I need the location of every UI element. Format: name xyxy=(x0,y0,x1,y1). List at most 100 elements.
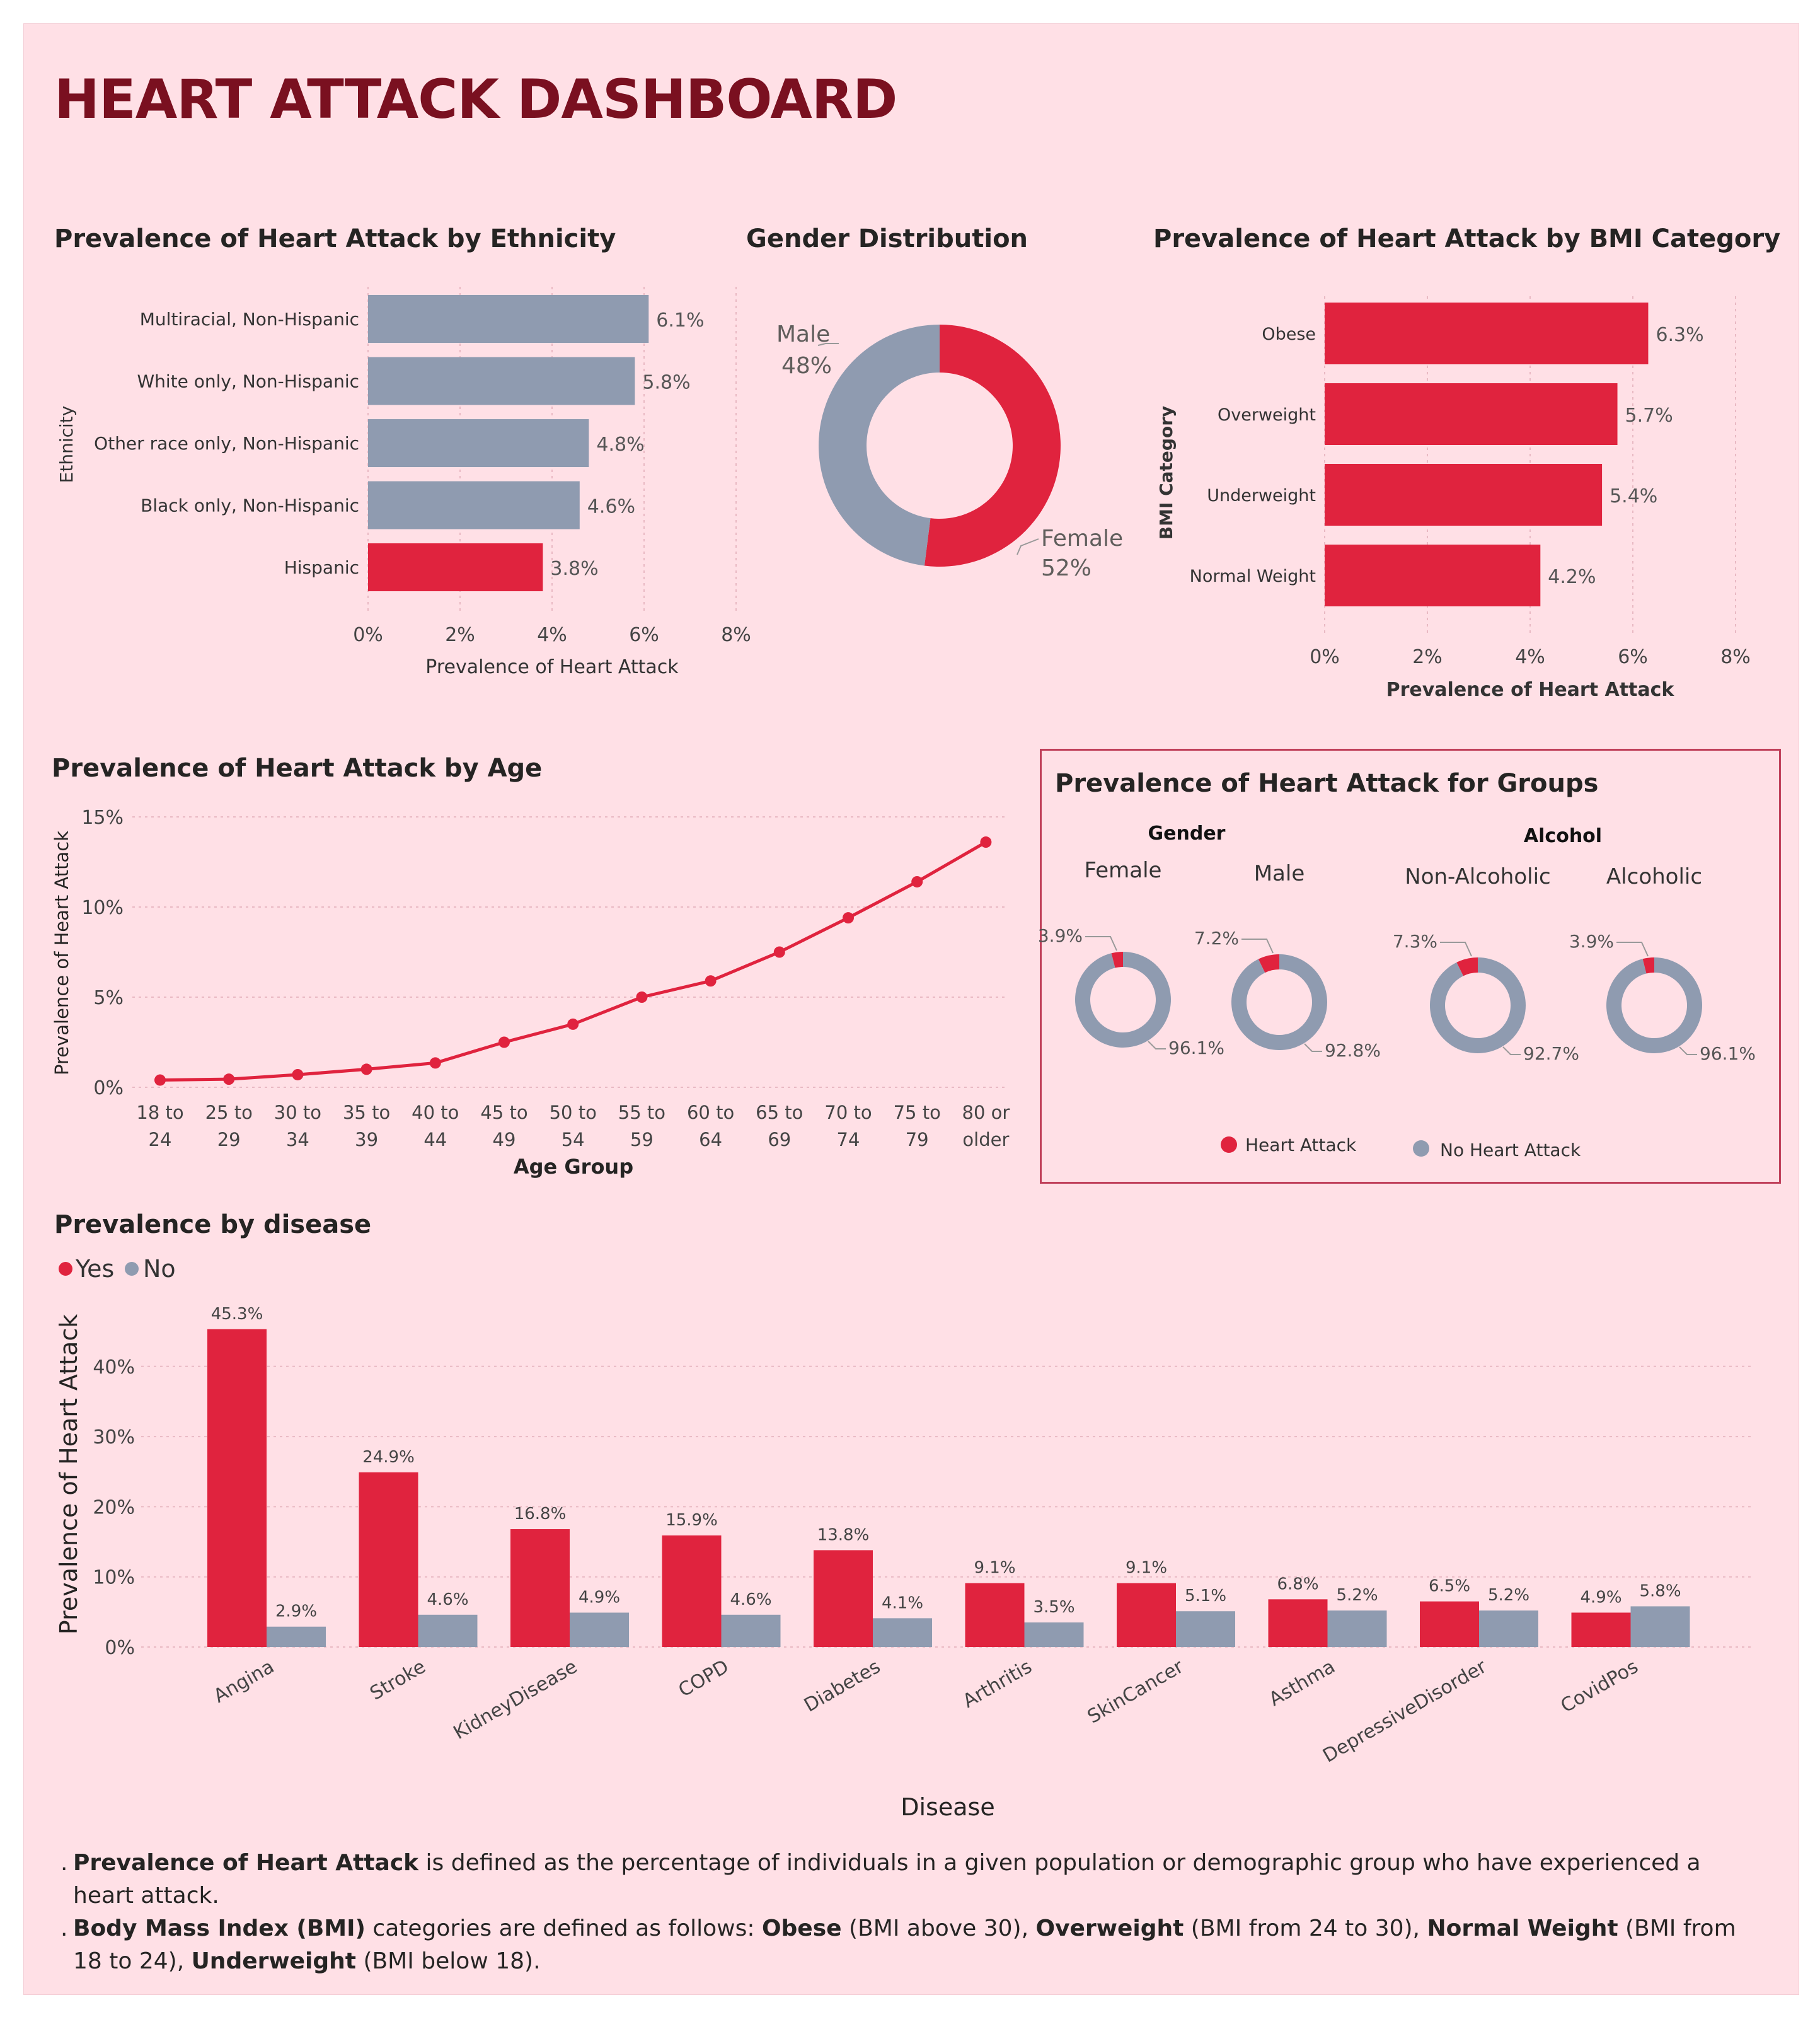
age-data-point xyxy=(360,1063,372,1075)
ethnicity-bar xyxy=(368,357,635,405)
disease-bar-no xyxy=(873,1618,932,1647)
group-donut-yes-slice xyxy=(1111,952,1123,968)
disease-value-label: 5.8% xyxy=(1639,1581,1681,1600)
group-donut-yes-label: 7.3% xyxy=(1393,931,1437,952)
age-x-tick: 79 xyxy=(906,1129,929,1150)
disease-value-label: 5.1% xyxy=(1185,1586,1226,1605)
bmi-value-label: 5.7% xyxy=(1625,405,1673,427)
group-donut-no-slice xyxy=(1231,954,1327,1050)
disease-y-axis-label: Prevalence of Heart Attack xyxy=(55,1314,83,1634)
disease-bar-yes xyxy=(1268,1599,1328,1647)
age-series-line xyxy=(159,840,987,1082)
group-donut-yes-label: 3.9% xyxy=(1038,925,1083,946)
disease-value-label: 13.8% xyxy=(817,1525,870,1544)
groups-chart-title: Prevalence of Heart Attack for Groups xyxy=(1055,769,1599,798)
disease-value-label: 3.5% xyxy=(1033,1598,1074,1617)
bmi-value-label: 5.4% xyxy=(1610,485,1657,507)
disease-bar-no xyxy=(1176,1611,1235,1647)
age-x-tick: 74 xyxy=(837,1129,860,1150)
bmi-bar xyxy=(1325,383,1618,445)
group-donut-no-label: 92.7% xyxy=(1523,1043,1579,1064)
gender-male-name: Male xyxy=(776,321,830,347)
disease-bar-yes xyxy=(1420,1601,1479,1647)
groups-legend-yes-marker xyxy=(1221,1136,1237,1153)
age-x-tick: 64 xyxy=(699,1129,722,1150)
group-donut-no-label: 92.8% xyxy=(1325,1040,1381,1061)
age-chart-title: Prevalence of Heart Attack by Age xyxy=(52,754,543,783)
age-data-point xyxy=(980,836,992,848)
bmi-x-tick: 2% xyxy=(1412,646,1443,668)
group-donut-yes-slice xyxy=(1456,957,1478,976)
group-donut-name: Non-Alcoholic xyxy=(1405,864,1550,889)
gender-male-leader xyxy=(817,343,839,346)
age-x-tick: older xyxy=(962,1129,1009,1150)
group-donut-no-slice xyxy=(1429,957,1526,1053)
disease-bar-no xyxy=(267,1626,326,1647)
age-x-tick: 39 xyxy=(355,1129,378,1150)
disease-value-label: 4.9% xyxy=(1580,1588,1621,1607)
age-x-tick: 55 to xyxy=(618,1102,665,1123)
groups-header-gender: Gender xyxy=(1148,823,1226,845)
disease-bar-yes xyxy=(207,1329,267,1647)
age-y-axis-label: Prevalence of Heart Attack xyxy=(51,831,72,1075)
group-donut-yes-leader xyxy=(1616,942,1649,957)
group-donut-no-label: 96.1% xyxy=(1700,1043,1756,1064)
disease-bar-yes xyxy=(359,1472,418,1647)
disease-category-label: SkinCancer xyxy=(1084,1655,1188,1728)
group-donut-yes-leader xyxy=(1241,939,1274,954)
groups-header-alcohol: Alcohol xyxy=(1524,825,1602,847)
age-y-tick: 15% xyxy=(81,807,124,829)
bmi-x-tick: 8% xyxy=(1720,646,1751,668)
bmi-x-axis-label: Prevalence of Heart Attack xyxy=(1386,679,1675,701)
definitions-notes: . Prevalence of Heart Attack is defined a… xyxy=(60,1847,1762,1978)
groups-legend-no-label: No Heart Attack xyxy=(1440,1140,1581,1160)
ethnicity-category-label: Hispanic xyxy=(284,557,359,578)
age-y-tick: 10% xyxy=(81,897,124,919)
age-x-tick: 35 to xyxy=(343,1102,390,1123)
ethnicity-x-axis-label: Prevalence of Heart Attack xyxy=(425,656,679,678)
group-donut-yes-leader xyxy=(1440,942,1472,957)
disease-y-tick: 40% xyxy=(93,1356,135,1378)
disease-bar-no xyxy=(418,1614,478,1647)
group-donut-name: Female xyxy=(1085,858,1162,883)
disease-x-axis-label: Disease xyxy=(901,1793,994,1821)
bmi-y-axis-label: BMI Category xyxy=(1156,406,1177,540)
group-donut-no-slice xyxy=(1606,957,1702,1054)
disease-bar-no xyxy=(1327,1610,1387,1647)
ethnicity-x-tick: 2% xyxy=(445,624,475,646)
age-data-point xyxy=(498,1036,510,1048)
age-x-tick: 34 xyxy=(286,1129,309,1150)
ethnicity-x-tick: 0% xyxy=(353,624,383,646)
disease-value-label: 2.9% xyxy=(275,1602,317,1621)
ethnicity-bar xyxy=(368,419,589,467)
disease-y-tick: 10% xyxy=(93,1567,135,1589)
ethnicity-value-label: 5.8% xyxy=(642,372,690,394)
disease-value-label: 16.8% xyxy=(514,1505,567,1523)
age-data-point xyxy=(154,1074,166,1086)
age-x-tick: 60 to xyxy=(687,1102,734,1123)
bmi-bar xyxy=(1325,464,1603,526)
disease-value-label: 4.9% xyxy=(579,1588,620,1607)
ethnicity-category-label: Multiracial, Non-Hispanic xyxy=(140,309,359,330)
group-donut-yes-leader xyxy=(1085,936,1117,951)
disease-bar-yes xyxy=(510,1529,570,1647)
bmi-chart-title: Prevalence of Heart Attack by BMI Catego… xyxy=(1153,224,1781,253)
group-donut-no-label: 96.1% xyxy=(1168,1037,1224,1058)
age-data-point xyxy=(843,912,854,924)
age-x-tick: 75 to xyxy=(894,1102,941,1123)
ethnicity-chart-title: Prevalence of Heart Attack by Ethnicity xyxy=(54,224,616,253)
group-donut-no-leader xyxy=(1679,1046,1697,1055)
age-x-tick: 69 xyxy=(768,1129,791,1150)
ethnicity-category-label: White only, Non-Hispanic xyxy=(137,371,359,392)
disease-legend-yes-label: Yes xyxy=(75,1255,114,1283)
groups-legend-no-marker xyxy=(1413,1140,1429,1157)
age-y-tick: 5% xyxy=(93,987,124,1009)
group-donut-yes-label: 7.2% xyxy=(1194,928,1239,949)
age-x-tick: 29 xyxy=(217,1129,241,1150)
gender-female-leader xyxy=(1017,538,1039,555)
age-data-point xyxy=(429,1057,441,1069)
disease-value-label: 9.1% xyxy=(1126,1559,1167,1578)
disease-bar-yes xyxy=(1571,1612,1631,1647)
age-data-point xyxy=(636,991,648,1003)
dashboard-title: HEART ATTACK DASHBOARD xyxy=(54,68,897,131)
